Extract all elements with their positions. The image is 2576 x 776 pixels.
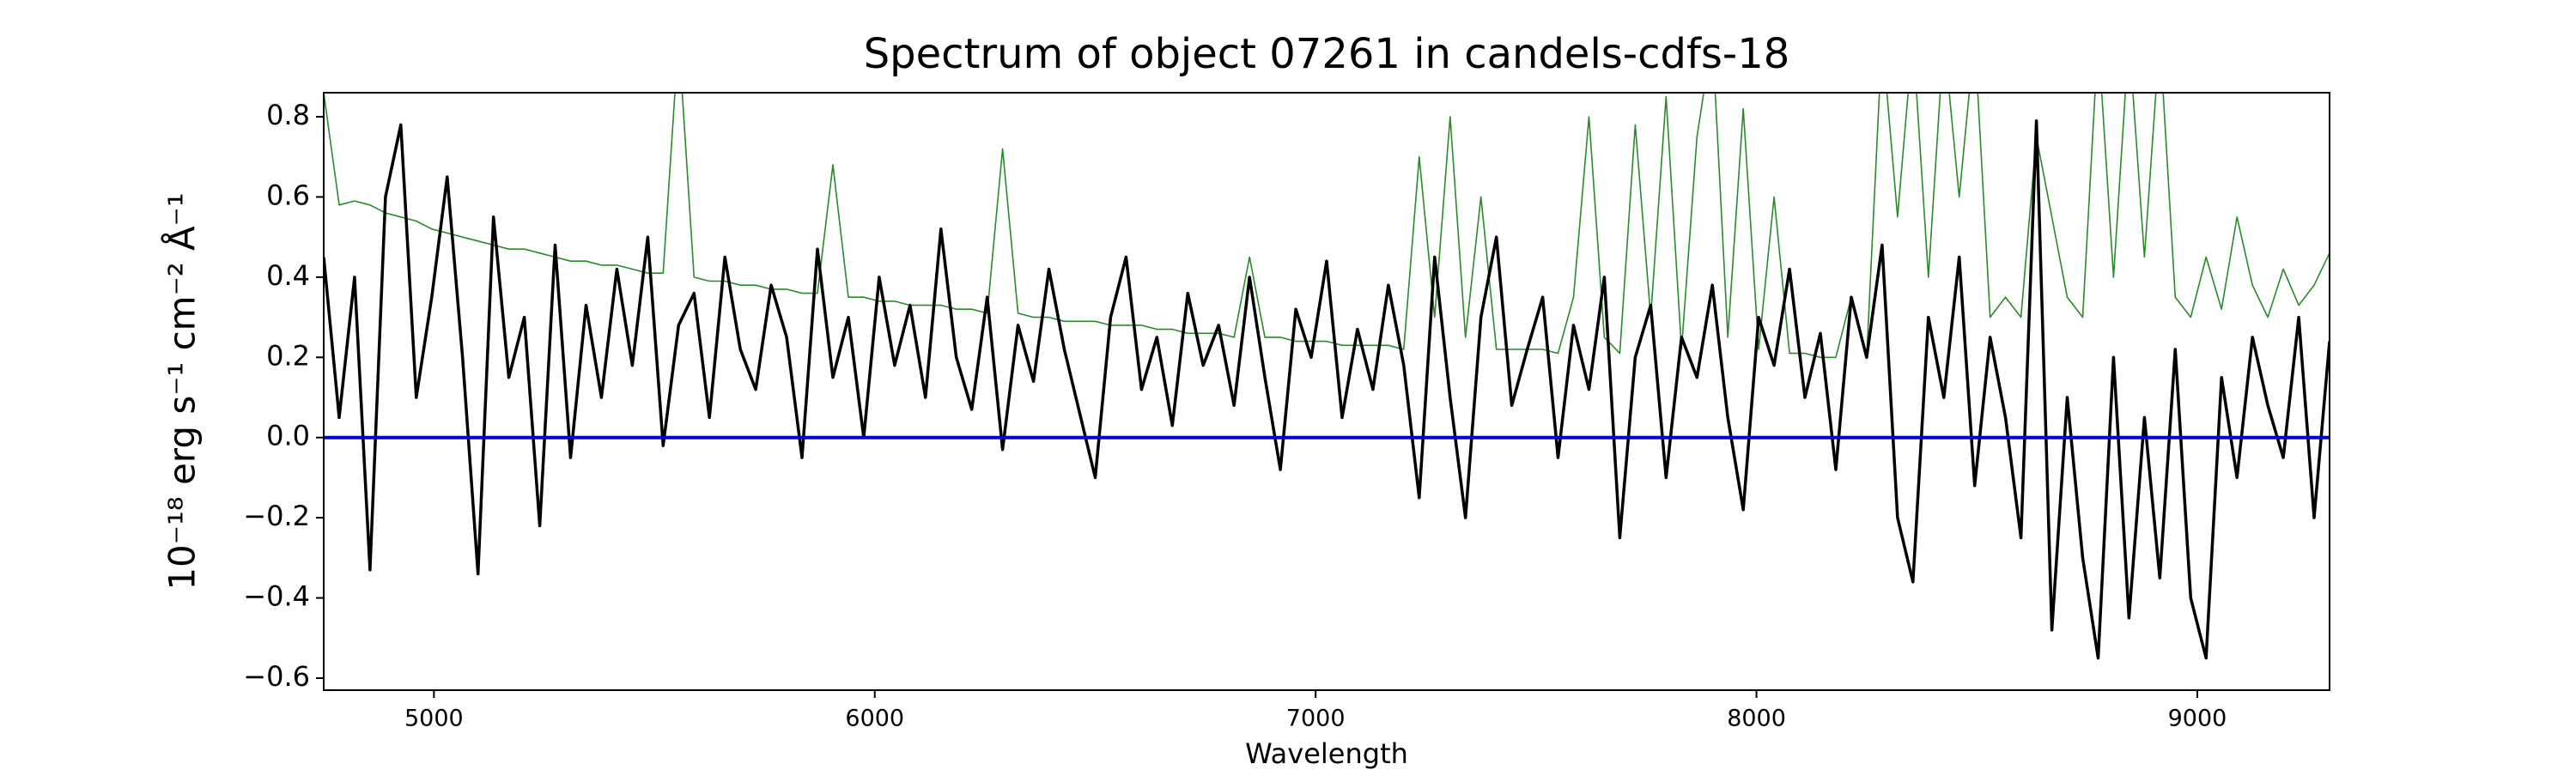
y-tick-label: −0.2: [243, 500, 310, 532]
x-tick-label: 7000: [1286, 706, 1346, 732]
x-tick-label: 6000: [845, 706, 904, 732]
x-axis-label: Wavelength: [1245, 737, 1408, 770]
y-tick-label: −0.6: [243, 660, 310, 693]
x-tick-label: 8000: [1727, 706, 1786, 732]
y-tick-label: 0.2: [266, 339, 310, 372]
y-tick-label: 0.0: [266, 420, 310, 452]
y-tick-label: 0.8: [266, 99, 310, 131]
y-tick-label: 0.4: [266, 259, 310, 292]
plot-area: [324, 93, 2330, 660]
y-axis-label: 10⁻¹⁸ erg s⁻¹ cm⁻² Å⁻¹: [161, 192, 204, 590]
y-tick-label: −0.4: [243, 580, 310, 613]
spectrum-line: [324, 118, 2330, 660]
spectrum-line: [324, 93, 2330, 359]
x-tick-label: 5000: [404, 706, 464, 732]
chart-title: Spectrum of object 07261 in candels-cdfs…: [864, 30, 1790, 78]
plot-frame: [323, 92, 2330, 691]
x-tick-label: 9000: [2168, 706, 2227, 732]
y-tick-label: 0.6: [266, 179, 310, 211]
